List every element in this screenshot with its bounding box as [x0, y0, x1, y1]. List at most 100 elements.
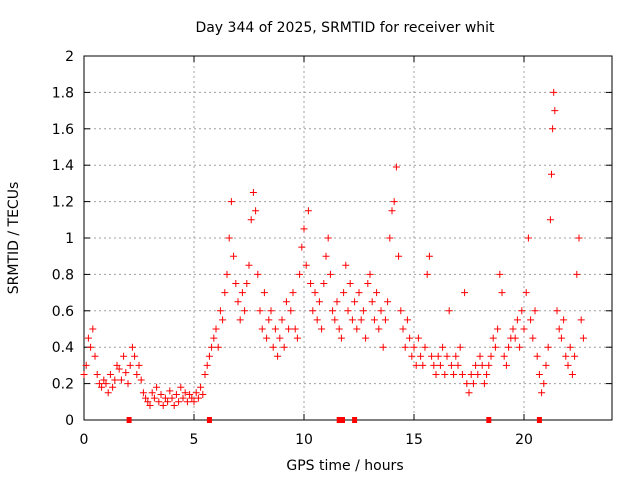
data-point [529, 334, 537, 342]
data-point [148, 389, 156, 397]
data-point [423, 270, 431, 278]
data-point [502, 361, 510, 369]
data-point [445, 307, 453, 315]
data-gap-marker [336, 417, 342, 423]
data-point [465, 389, 473, 397]
data-point [500, 352, 508, 360]
data-point [80, 371, 88, 378]
data-point [122, 369, 130, 377]
plot-frame [83, 55, 613, 421]
data-point [282, 298, 290, 306]
data-point [320, 280, 328, 287]
data-point [245, 261, 253, 269]
data-point [377, 307, 385, 315]
data-point [419, 361, 427, 369]
y-tick-label: 1.2 [52, 195, 74, 211]
data-point [480, 380, 488, 388]
data-point [170, 401, 178, 409]
data-point [98, 383, 106, 391]
x-tick-label: 5 [190, 432, 199, 448]
data-point [157, 391, 165, 399]
y-axis-label: SRMTID / TECUs [6, 182, 22, 295]
data-point [516, 343, 524, 351]
data-point [447, 361, 455, 369]
data-point [238, 289, 246, 297]
data-point [478, 361, 486, 369]
data-point [247, 216, 255, 224]
data-point [278, 316, 286, 324]
data-point [346, 280, 354, 287]
data-point [531, 307, 539, 315]
data-point [115, 365, 123, 373]
data-point [311, 289, 319, 297]
data-point [441, 371, 449, 378]
data-point [159, 401, 167, 409]
data-point [289, 289, 297, 297]
data-point [296, 270, 304, 278]
data-point [436, 361, 444, 369]
data-point [274, 352, 282, 360]
data-point [287, 307, 295, 315]
y-tick-label: 2 [65, 49, 74, 65]
data-point [205, 352, 213, 360]
data-point [153, 383, 161, 391]
x-tick-label: 15 [405, 432, 423, 448]
data-point [439, 343, 447, 351]
data-point [575, 234, 583, 242]
data-point [95, 380, 103, 388]
data-point [403, 316, 411, 324]
data-point [527, 316, 535, 324]
data-point [221, 289, 229, 297]
data-point [498, 289, 506, 297]
data-point [562, 352, 570, 360]
data-point [553, 307, 561, 315]
data-point [146, 401, 154, 409]
data-point [102, 380, 110, 388]
data-point [548, 170, 555, 178]
data-point [150, 394, 158, 402]
data-point [397, 307, 405, 315]
data-points [80, 88, 587, 409]
data-point [164, 398, 172, 406]
data-point [155, 398, 163, 406]
data-point [201, 371, 209, 378]
data-point [452, 352, 460, 360]
data-point [183, 398, 191, 406]
data-point [428, 352, 436, 360]
data-point [210, 334, 218, 342]
data-point [194, 394, 202, 402]
data-point [318, 325, 326, 333]
data-point [280, 343, 288, 351]
data-point [197, 383, 205, 391]
data-point [298, 243, 306, 251]
data-point [410, 343, 418, 351]
data-point [269, 343, 277, 351]
data-point [285, 325, 293, 333]
data-point [256, 307, 264, 315]
data-point [388, 207, 396, 215]
data-gap-marker [206, 417, 212, 423]
data-gap-marker [486, 417, 492, 423]
data-point [579, 334, 587, 342]
data-point [124, 380, 132, 388]
data-point [212, 325, 220, 333]
data-point [368, 298, 376, 306]
y-tick-label: 1 [65, 231, 74, 247]
data-point [100, 376, 108, 384]
data-point [546, 216, 554, 224]
data-point [128, 343, 136, 351]
data-point [309, 307, 317, 315]
data-point [179, 394, 187, 402]
data-point [232, 280, 240, 287]
data-point [401, 343, 409, 351]
data-point [351, 298, 359, 306]
data-point [333, 298, 341, 306]
data-point [450, 371, 458, 378]
data-point [417, 352, 425, 360]
data-point [390, 198, 398, 206]
data-point [555, 325, 563, 333]
data-point [540, 380, 548, 388]
data-point [135, 361, 143, 369]
data-point [236, 316, 244, 324]
data-point [535, 371, 543, 378]
